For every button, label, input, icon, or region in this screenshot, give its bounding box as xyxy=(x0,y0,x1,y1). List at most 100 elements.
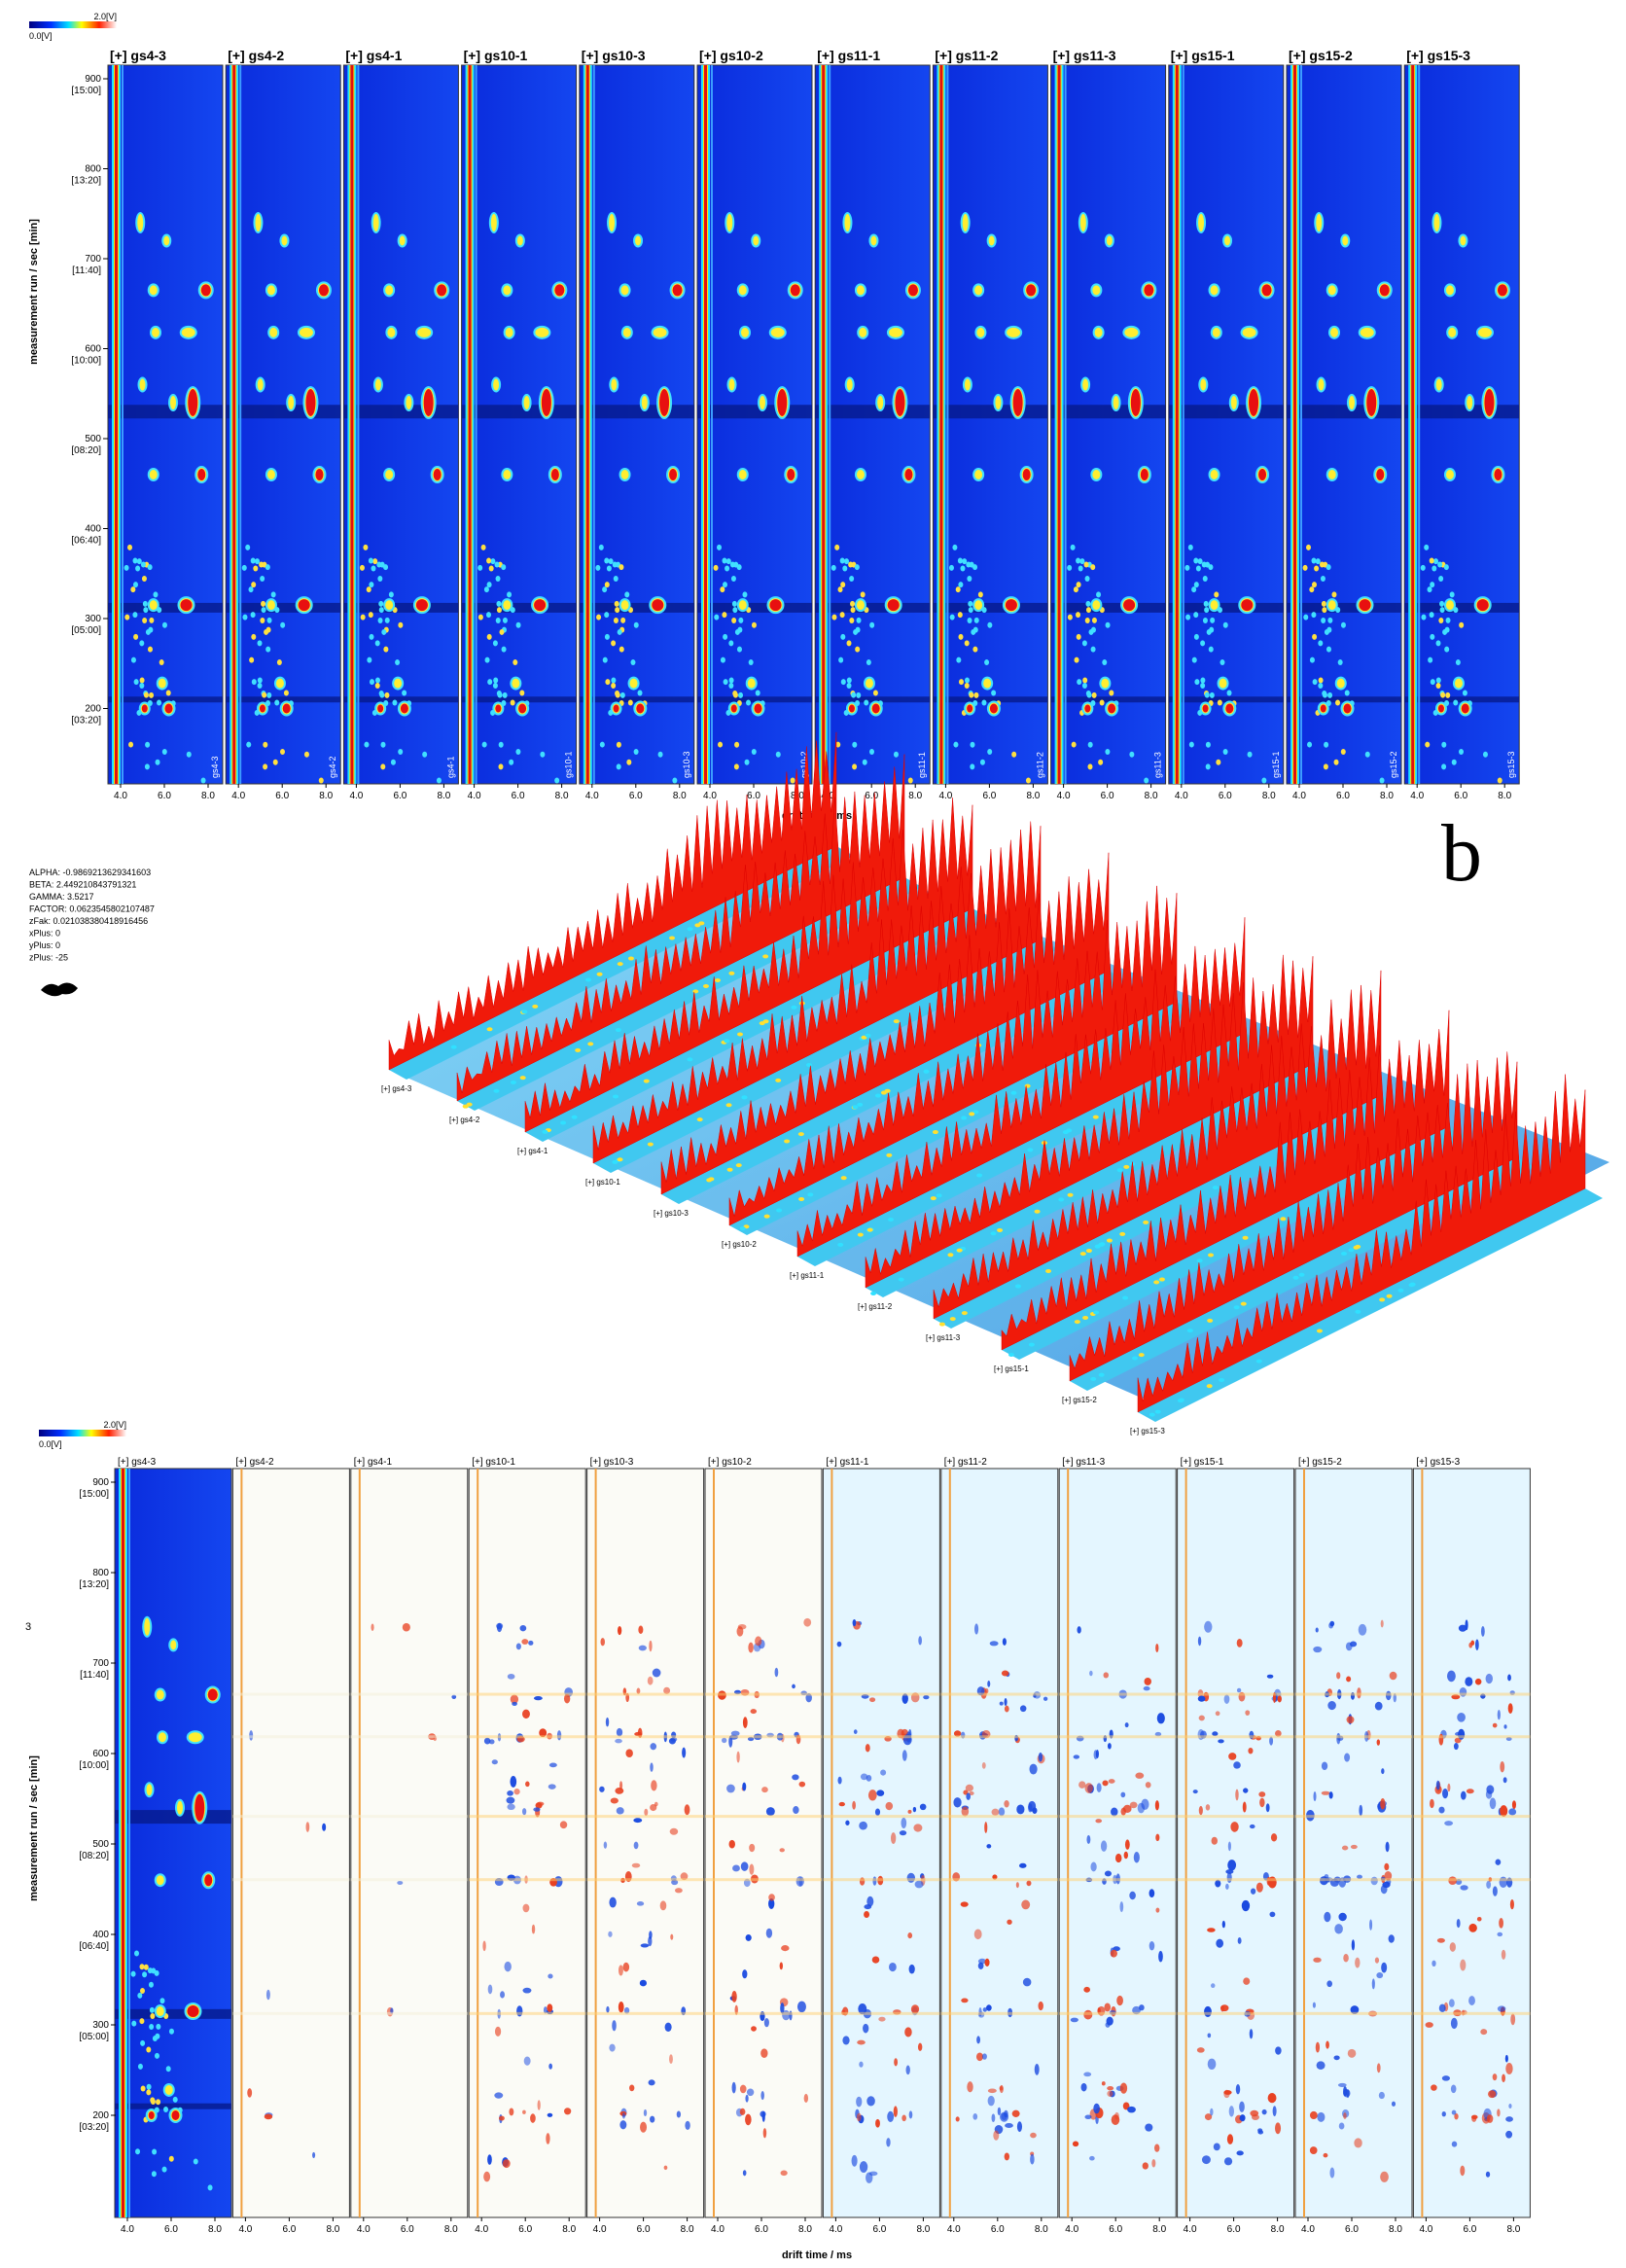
spot xyxy=(969,691,974,698)
diff-spot xyxy=(974,1623,979,1635)
diff-band xyxy=(232,1735,350,1739)
heatmap xyxy=(1050,64,1167,785)
peak-mid xyxy=(1210,285,1219,296)
spot xyxy=(734,741,740,748)
heatmap xyxy=(1058,1468,1177,2218)
diff-spot xyxy=(648,1935,653,1947)
peak-mid xyxy=(620,600,629,611)
peak-core xyxy=(1437,704,1444,713)
peak-core xyxy=(1476,599,1489,612)
band xyxy=(579,696,694,703)
sample-name: gs4-1 xyxy=(528,1147,548,1155)
peak-mid xyxy=(139,378,146,391)
spot xyxy=(977,591,983,598)
spot xyxy=(738,691,744,698)
diff-spot xyxy=(875,2118,880,2128)
spot xyxy=(380,741,386,748)
sample-prefix: [+] xyxy=(1416,1457,1428,1468)
diff-spot xyxy=(1321,1761,1328,1771)
sample-name: gs10-2 xyxy=(732,1240,757,1249)
diff-spot xyxy=(510,1775,517,1788)
diff-band xyxy=(586,2011,704,2015)
ridge-spot xyxy=(1093,1310,1100,1315)
spot xyxy=(1105,621,1111,628)
ridge-spot xyxy=(1340,1252,1347,1257)
diff-spot xyxy=(670,1933,674,1940)
diff-spot xyxy=(991,2113,996,2122)
x-tick-label: 8.0 xyxy=(444,2224,458,2235)
peak-mid xyxy=(738,600,747,611)
peak-core xyxy=(769,599,782,612)
x-tick-label: 8.0 xyxy=(681,2224,694,2235)
spot xyxy=(672,777,678,784)
spot xyxy=(1085,607,1091,614)
y-tick-label: [15:00] xyxy=(79,1489,109,1500)
y-tick-label: [03:20] xyxy=(79,2122,109,2133)
spot xyxy=(955,586,961,593)
ridge xyxy=(933,970,1382,1320)
spot xyxy=(383,646,389,653)
diff-spot xyxy=(1096,1783,1102,1792)
side-mark: 3 xyxy=(25,1621,31,1633)
diff-spot xyxy=(1337,2082,1347,2088)
spot xyxy=(732,607,738,614)
diff-spot xyxy=(779,1962,783,1970)
diff-spot xyxy=(1143,1685,1150,1691)
spot xyxy=(596,614,602,620)
diff-spot xyxy=(1155,1833,1160,1842)
spot xyxy=(515,621,521,628)
diff-spot xyxy=(650,1762,654,1772)
peak-mid xyxy=(149,600,158,611)
diff-spot xyxy=(859,2161,868,2174)
peak-mid xyxy=(1210,600,1219,611)
diff-spot xyxy=(1223,2157,1233,2166)
spot xyxy=(156,2023,161,2030)
band xyxy=(697,696,812,703)
sample-name: gs15-1 xyxy=(1194,1457,1224,1468)
diff-band xyxy=(1059,1735,1177,1739)
diff-spot xyxy=(1007,1919,1012,1925)
diff-spot xyxy=(1089,1670,1093,1677)
peak-core xyxy=(1012,389,1023,416)
peak-mid xyxy=(1349,396,1355,409)
sample-name: gs11-2 xyxy=(958,1457,987,1468)
peak-mid xyxy=(1327,470,1336,479)
diff-spot xyxy=(1465,1677,1473,1686)
ridge xyxy=(456,754,905,1102)
diff-spot xyxy=(617,1625,622,1636)
spot xyxy=(1185,614,1191,620)
ridge-spot xyxy=(1014,1284,1021,1289)
spot xyxy=(840,633,846,640)
spot xyxy=(1090,564,1096,571)
spot xyxy=(1331,591,1337,598)
diff-spot xyxy=(1315,2041,1321,2053)
diff-spot xyxy=(1461,1790,1467,1800)
ridge-spot xyxy=(990,1231,997,1236)
spot xyxy=(967,618,972,624)
band xyxy=(933,602,1048,613)
diff-spot xyxy=(961,1998,969,2003)
peak-core xyxy=(672,284,683,297)
diff-spot xyxy=(507,1673,515,1680)
diff-spot xyxy=(991,1808,1000,1816)
diff-spot xyxy=(609,1896,617,1908)
peak-mid xyxy=(988,235,995,246)
spot xyxy=(972,646,978,653)
diff-spot xyxy=(265,1989,270,2001)
spot xyxy=(1087,741,1093,748)
spot xyxy=(1324,741,1329,748)
diff-spot xyxy=(1212,1731,1219,1737)
ridge-spot xyxy=(741,1095,748,1100)
spot xyxy=(1322,607,1327,614)
peak-core xyxy=(1494,469,1502,480)
y-tick-label: [08:20] xyxy=(71,445,101,456)
diff-band xyxy=(705,2011,822,2015)
diff-spot xyxy=(652,1668,661,1678)
stripe xyxy=(232,65,236,784)
x-tick-label: 4.0 xyxy=(703,791,717,801)
spot xyxy=(146,2083,152,2090)
diff-spot xyxy=(322,1823,327,1831)
diff-spot xyxy=(894,2058,899,2067)
diff-spot xyxy=(1432,1960,1436,1967)
spot xyxy=(613,618,619,624)
